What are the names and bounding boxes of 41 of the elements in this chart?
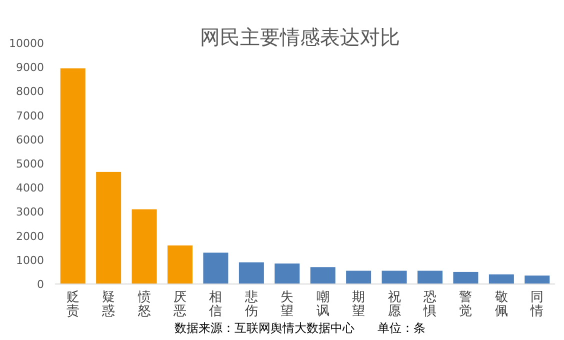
- y-tick-label: 8000: [16, 85, 44, 98]
- bar: [382, 270, 407, 284]
- bar: [488, 274, 514, 284]
- bar: [203, 252, 228, 284]
- y-tick-label: 4000: [16, 182, 44, 195]
- x-tick-label: 相信: [209, 290, 222, 319]
- y-tick-label: 5000: [16, 158, 44, 170]
- y-tick-label: 0: [37, 278, 44, 291]
- y-tick-label: 2000: [16, 230, 44, 243]
- x-tick-label: 敬佩: [494, 290, 508, 319]
- chart-title: 网民主要情感表达对比: [200, 25, 400, 49]
- x-tick-label: 疑惑: [101, 290, 116, 319]
- x-tick-label: 贬责: [66, 290, 80, 319]
- bar: [60, 68, 86, 284]
- x-tick-label: 悲伤: [244, 290, 258, 319]
- y-tick-label: 1000: [16, 254, 44, 267]
- bar: [274, 264, 300, 284]
- x-tick-label: 愤怒: [136, 290, 151, 319]
- y-tick-label: 10000: [9, 37, 44, 50]
- y-tick-label: 6000: [16, 133, 44, 146]
- bar: [238, 262, 264, 284]
- bar: [418, 270, 442, 284]
- bar: [168, 245, 192, 284]
- y-tick-label: 3000: [16, 206, 44, 219]
- x-tick-label: 恐惧: [422, 290, 436, 319]
- x-tick-label: 期望: [352, 290, 366, 319]
- x-tick-label: 警觉: [459, 290, 472, 319]
- x-tick-label: 同情: [530, 290, 544, 319]
- x-tick-label: 厌恶: [172, 290, 186, 319]
- y-tick-label: 9000: [16, 61, 44, 74]
- x-tick-label: 祝愿: [388, 290, 401, 319]
- bar: [132, 209, 157, 284]
- y-tick-label: 7000: [16, 109, 44, 122]
- bar: [524, 276, 550, 284]
- bar: [453, 272, 478, 284]
- x-tick-label: 失望: [280, 290, 294, 319]
- x-tick-label: 嘲讽: [316, 290, 330, 319]
- bar: [346, 270, 372, 284]
- bar: [310, 267, 336, 284]
- source-note: 数据来源：互联网舆情大数据中心 单位：条: [174, 321, 426, 335]
- bar: [96, 172, 122, 284]
